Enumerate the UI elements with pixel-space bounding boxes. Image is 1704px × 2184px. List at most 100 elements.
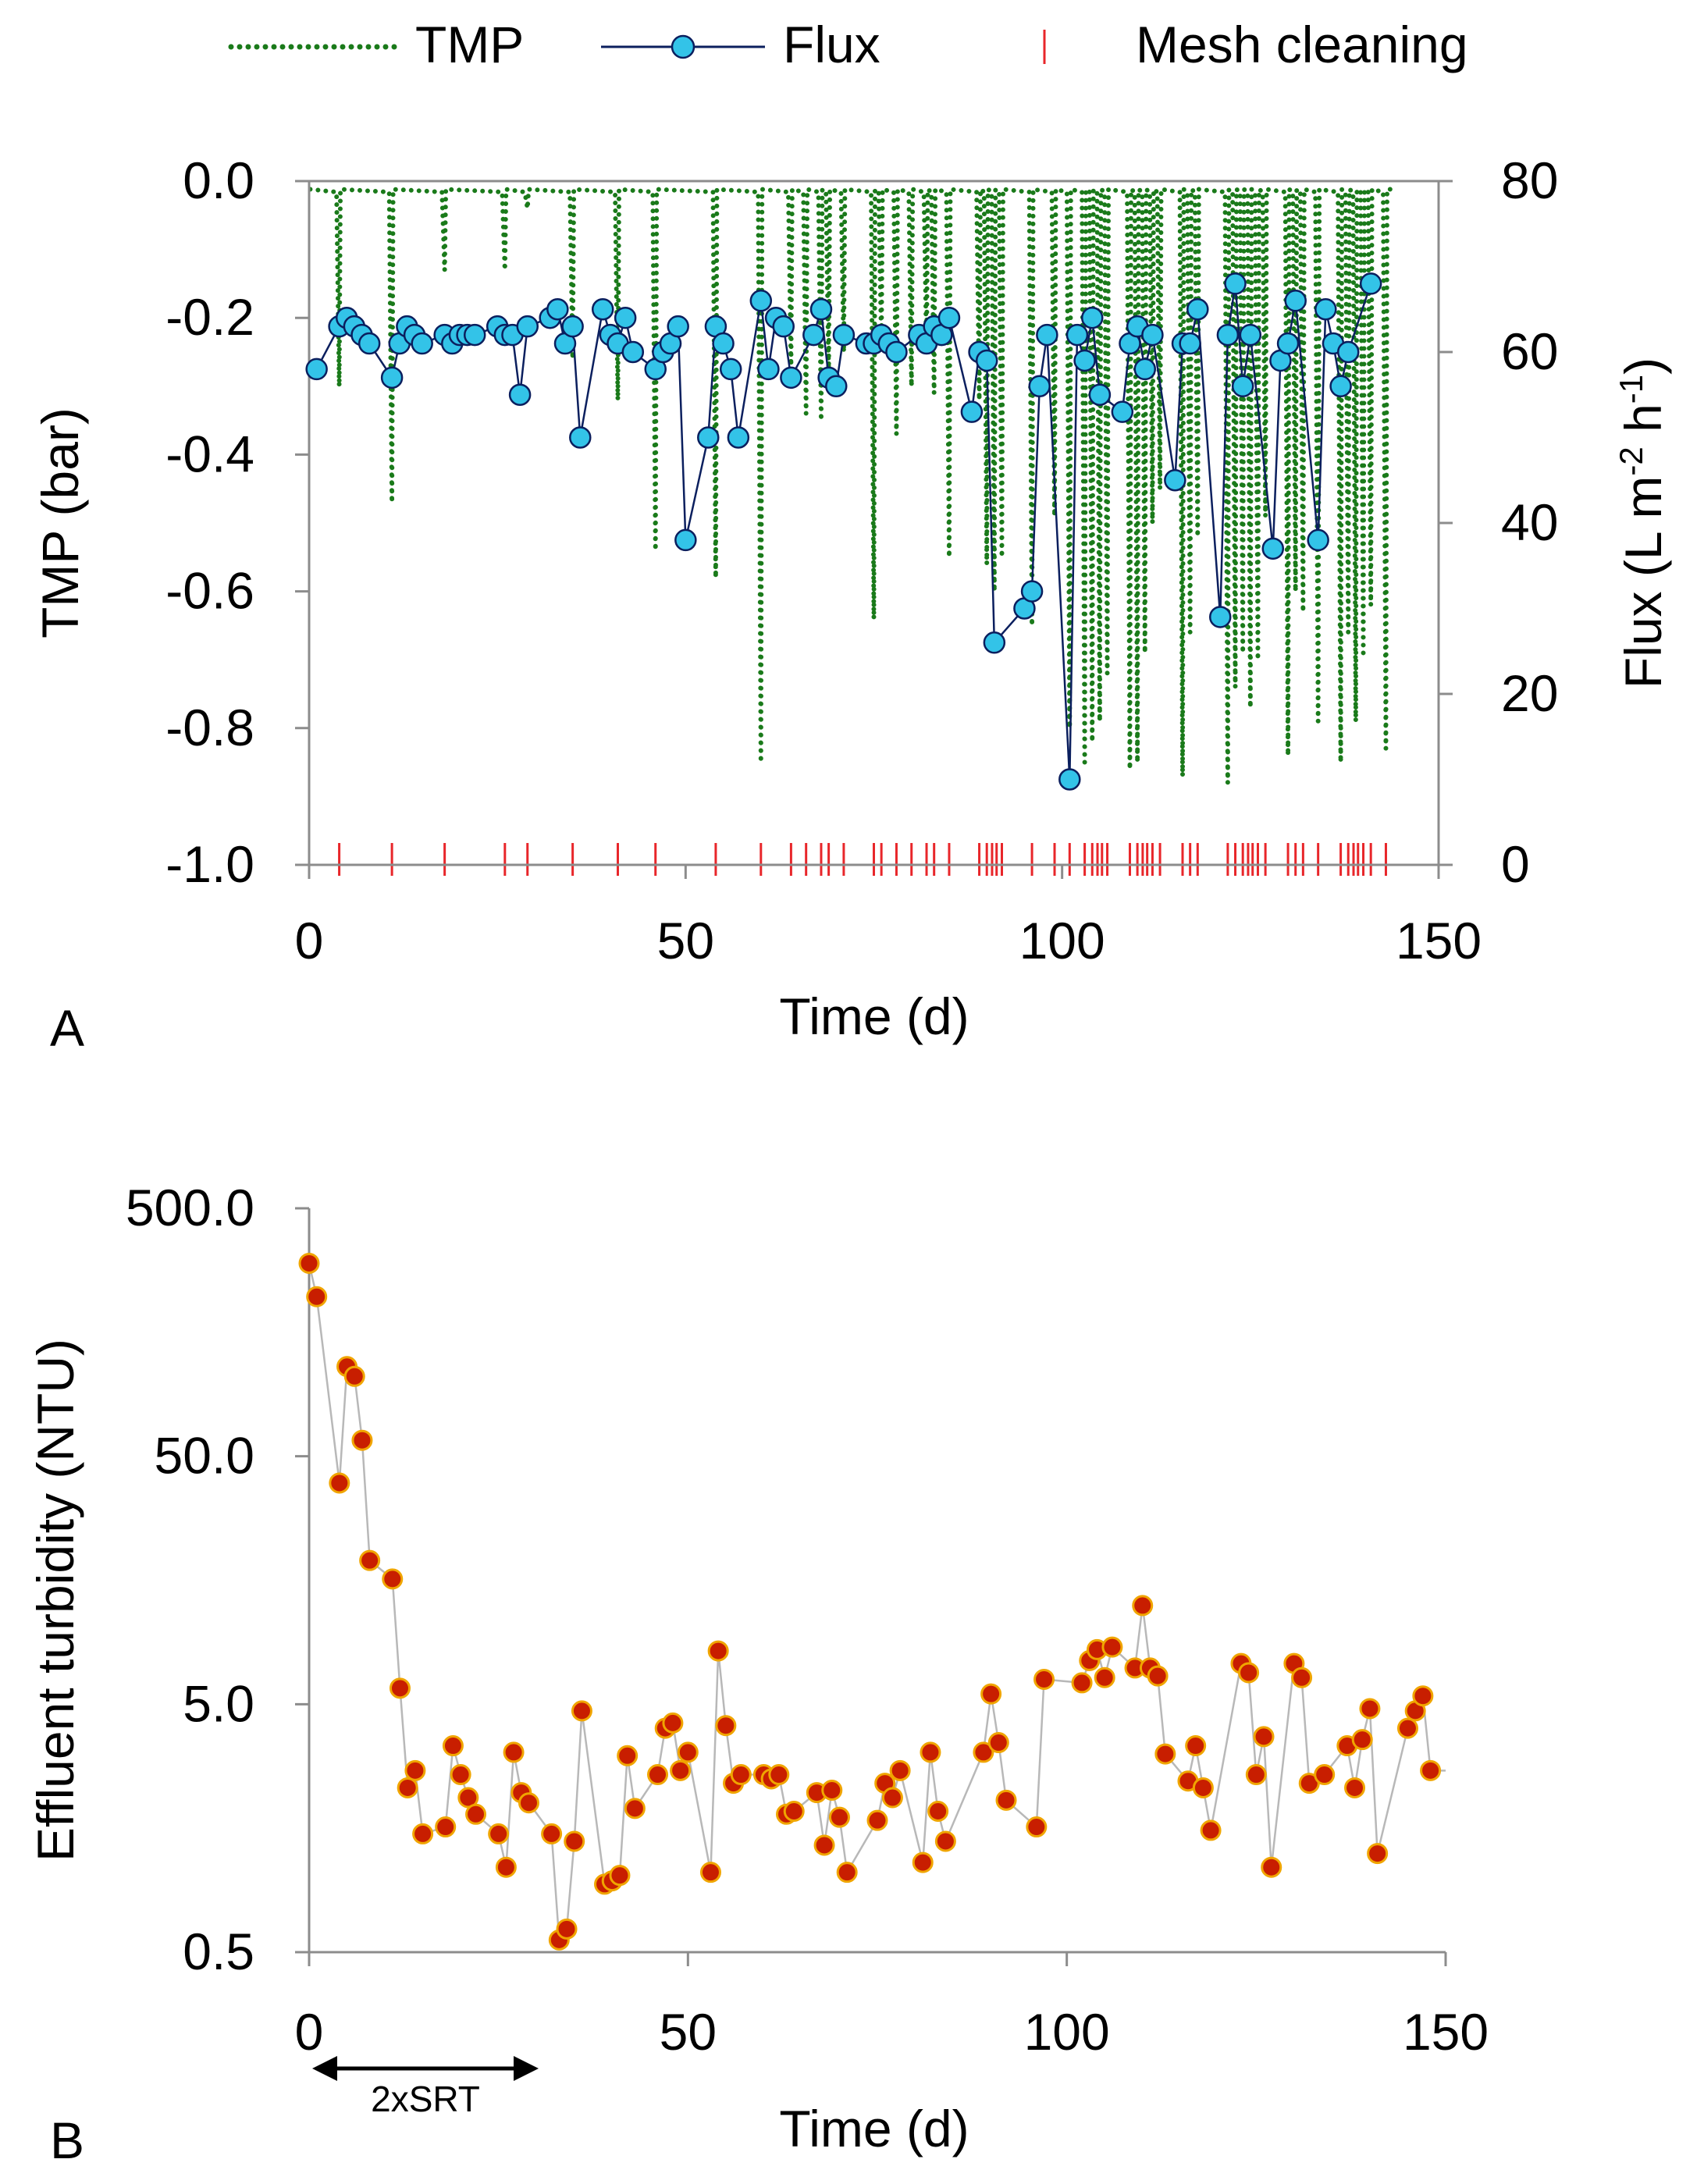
mesh-cleaning-series (308, 843, 1387, 876)
turbidity-point (881, 1787, 903, 1809)
turbidity-point (359, 1549, 381, 1571)
turbidity-point (662, 1712, 684, 1734)
panel-a-ticks: 0.0 -0.2 -0.4 -0.6 -0.8 -1.0 80 60 40 20 0 0 50 100 15… (165, 151, 1558, 969)
turbidity-point (351, 1429, 373, 1451)
flux-point (983, 631, 1006, 654)
y-left-tick-label: -0.4 (165, 425, 254, 482)
flux-point (1231, 375, 1254, 398)
turbidity-point (1185, 1735, 1207, 1757)
turbidity-point (624, 1798, 646, 1819)
y-tick-label-b: 5.0 (183, 1674, 254, 1732)
flux-point (1186, 298, 1209, 321)
turbidity-point (1412, 1685, 1434, 1707)
turbidity-point (609, 1865, 631, 1887)
x-tick-label-a: 150 (1396, 912, 1482, 969)
flux-line (315, 283, 1372, 780)
y-left-tick-label: 0.0 (183, 151, 254, 209)
turbidity-point (836, 1862, 858, 1883)
flux-point (1065, 323, 1089, 347)
x-tick-label-a: 100 (1019, 912, 1105, 969)
flux-point (463, 323, 486, 347)
turbidity-point (813, 1834, 835, 1856)
turbidity-point (912, 1851, 934, 1873)
flux-point (780, 366, 802, 389)
flux-point (1036, 323, 1058, 347)
flux-point (1058, 768, 1081, 791)
flux-point (1073, 349, 1096, 372)
turbidity-point (1344, 1777, 1366, 1798)
turbidity-point (730, 1764, 752, 1786)
y-axis-title-right: Flux (L m-2 h-1) (1613, 357, 1672, 688)
legend-tmp-label: TMP (415, 16, 524, 73)
turbidity-point (1147, 1665, 1169, 1687)
turbidity-point (1094, 1666, 1115, 1688)
y-right-tick-label: 60 (1501, 322, 1558, 380)
flux-point (1020, 580, 1044, 603)
turbidity-point (973, 1741, 994, 1763)
x-tick-label-b: 100 (1024, 2003, 1110, 2061)
turbidity-point (1367, 1843, 1389, 1865)
panel-label-a: A (50, 999, 84, 1057)
turbidity-point (1253, 1726, 1275, 1748)
x-axis-title-a: Time (d) (779, 987, 969, 1045)
legend-flux-label: Flux (783, 16, 880, 73)
panel-a: 0.0 -0.2 -0.4 -0.6 -0.8 -1.0 80 60 40 20 0 0 50 100 15… (31, 151, 1672, 1057)
panel-label-b: B (50, 2111, 84, 2169)
turbidity-point (783, 1801, 805, 1823)
flux-point (749, 290, 773, 312)
turbidity-point (298, 1252, 320, 1274)
flux-point (674, 528, 697, 552)
turbidity-point (1261, 1856, 1282, 1878)
turbidity-point (1026, 1816, 1048, 1838)
turbidity-point (821, 1779, 843, 1801)
turbidity-point (920, 1741, 941, 1763)
flux-point (305, 357, 328, 381)
flux-point (1208, 606, 1232, 628)
turbidity-point (707, 1640, 729, 1662)
turbidity-point (670, 1759, 692, 1781)
turbidity-line (308, 1263, 1446, 1944)
turbidity-point (1245, 1764, 1267, 1786)
x-tick-label-b: 0 (295, 2003, 324, 2061)
flux-point (1284, 290, 1307, 312)
flux-point (1081, 306, 1104, 329)
flux-point (1276, 332, 1300, 355)
turbidity-point (995, 1789, 1017, 1811)
turbidity-point (617, 1745, 639, 1766)
turbidity-series (298, 1252, 1442, 1951)
turbidity-point (343, 1365, 365, 1387)
turbidity-point (495, 1856, 517, 1878)
x-tick-label-b: 150 (1403, 2003, 1489, 2061)
flux-point (1261, 537, 1285, 560)
turbidity-point (1396, 1717, 1418, 1739)
turbidity-point (435, 1816, 457, 1838)
turbidity-point (927, 1801, 949, 1823)
turbidity-point (518, 1792, 539, 1814)
flux-point (1314, 298, 1337, 321)
y-left-tick-label: -0.8 (165, 699, 254, 756)
flux-point (561, 315, 584, 338)
turbidity-point (389, 1677, 411, 1699)
flux-point (809, 298, 833, 321)
turbidity-point (768, 1764, 790, 1786)
flux-point (1111, 400, 1134, 423)
panel-b-ticks: 500.0 50.0 5.0 0.5 0 50 100 150 (126, 1179, 1489, 2061)
y-tick-label-b: 0.5 (183, 1923, 254, 1980)
flux-point (960, 400, 984, 423)
flux-point (508, 383, 532, 406)
y-right-tick-label: 0 (1501, 835, 1530, 893)
y-tick-label-b: 50.0 (155, 1427, 254, 1485)
turbidity-point (987, 1732, 1009, 1754)
turbidity-point (699, 1862, 721, 1883)
srt-arrow-right-head (514, 2056, 539, 2081)
y-right-tick-label: 80 (1501, 151, 1558, 209)
turbidity-point (465, 1803, 487, 1825)
flux-point (712, 332, 735, 355)
turbidity-point (1132, 1595, 1154, 1617)
flux-point (1359, 272, 1382, 295)
flux-point (411, 332, 433, 355)
turbidity-point (1351, 1729, 1373, 1751)
turbidity-point (647, 1764, 669, 1786)
turbidity-point (1033, 1668, 1055, 1690)
